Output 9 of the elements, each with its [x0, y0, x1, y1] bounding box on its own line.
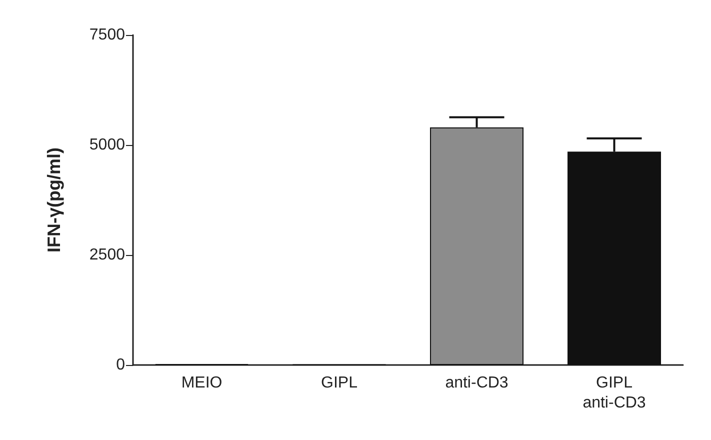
y-tick-label: 7500	[89, 26, 126, 44]
y-tick-label: 5000	[89, 136, 126, 154]
x-tick-label: MEIO	[181, 374, 222, 392]
x-tick-label: anti-CD3	[445, 374, 508, 392]
y-tick-label: 0	[116, 356, 126, 374]
x-tick-label: GIPL anti-CD3	[582, 374, 646, 412]
y-tick-label: 2500	[89, 246, 126, 264]
y-axis-title: IFN-γ(pg/ml)	[44, 148, 64, 252]
x-tick-label: GIPL	[321, 374, 358, 392]
